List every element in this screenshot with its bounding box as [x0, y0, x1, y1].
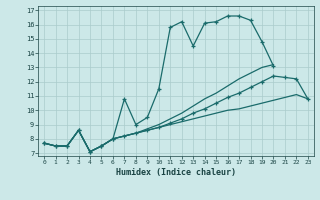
X-axis label: Humidex (Indice chaleur): Humidex (Indice chaleur): [116, 168, 236, 177]
